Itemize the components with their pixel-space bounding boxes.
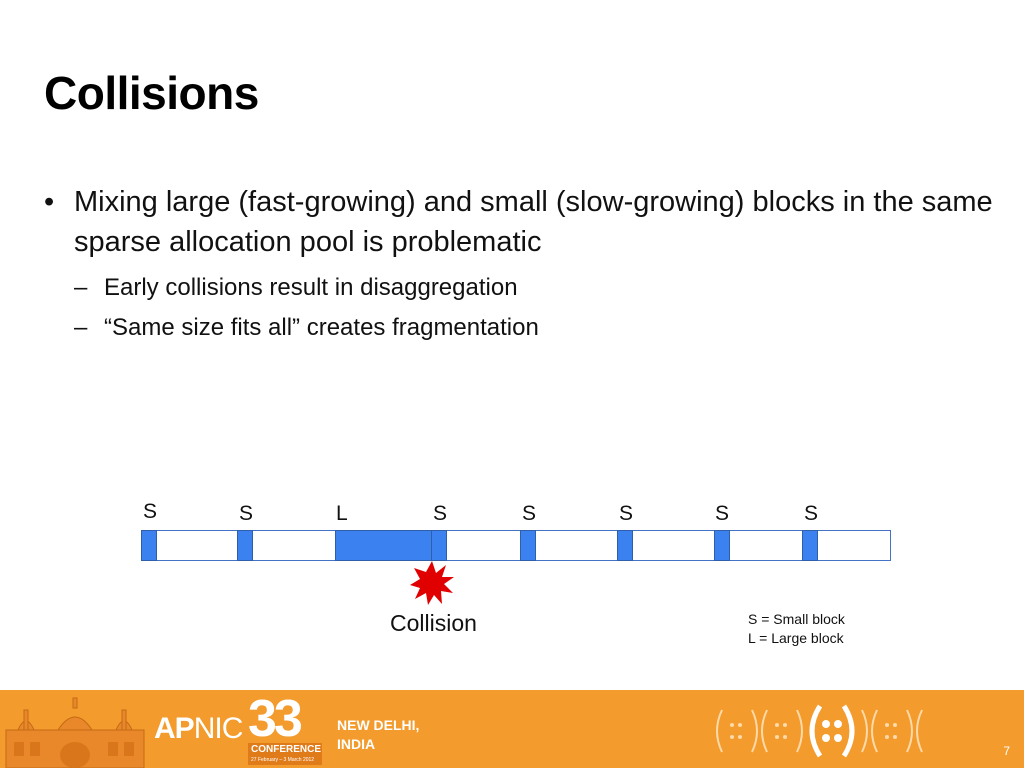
apnic-dots-pattern-icon	[716, 704, 923, 758]
block-label-large: L	[336, 502, 348, 525]
small-block	[431, 530, 447, 561]
slide-title: Collisions	[44, 67, 259, 119]
block-label-small: S	[715, 502, 730, 525]
sub-bullet-item: – Early collisions result in disaggregat…	[44, 272, 994, 304]
small-block	[141, 530, 157, 561]
bullet-item: • Mixing large (fast-growing) and small …	[44, 182, 994, 262]
block-label-small: S	[619, 502, 634, 525]
slide-body: • Mixing large (fast-growing) and small …	[44, 182, 994, 344]
block-label-small: S	[143, 500, 158, 523]
sub-bullet-item: – “Same size fits all” creates fragmenta…	[44, 312, 994, 344]
apnic-logo-light: NIC	[193, 712, 244, 745]
allocation-diagram: S S L S S S S S Collision S = Small bloc…	[141, 500, 891, 648]
country-name: INDIA	[337, 736, 376, 752]
city-name: NEW DELHI,	[337, 717, 420, 733]
conference-location: NEW DELHI, INDIA	[337, 716, 419, 754]
small-block	[617, 530, 633, 561]
block-label-small: S	[239, 502, 254, 525]
sub-bullet-marker: –	[74, 314, 88, 341]
block-label-small: S	[522, 502, 537, 525]
small-block	[802, 530, 818, 561]
collision-label: Collision	[390, 610, 477, 636]
conference-dates: 27 February – 3 March 2012	[251, 757, 315, 763]
sub-bullet-text: Early collisions result in disaggregatio…	[104, 274, 518, 301]
conference-footer	[0, 690, 1024, 768]
legend-large-block: L = Large block	[748, 630, 844, 646]
red-fort-skyline-icon	[5, 697, 145, 768]
legend: S = Small block L = Large block	[748, 610, 845, 648]
small-block	[714, 530, 730, 561]
bullet-marker: •	[44, 186, 55, 218]
conference-number: 33	[248, 690, 303, 748]
small-block	[520, 530, 536, 561]
block-label-small: S	[433, 502, 448, 525]
sub-bullet-text: “Same size fits all” creates fragmentati…	[104, 314, 539, 341]
page-number: 7	[1003, 744, 1010, 758]
small-block	[237, 530, 253, 561]
block-label-small: S	[804, 502, 819, 525]
apnic-logo: APNIC	[154, 712, 244, 746]
conference-badge	[248, 743, 322, 765]
legend-small-block: S = Small block	[748, 611, 845, 627]
bullet-text: Mixing large (fast-growing) and small (s…	[74, 186, 993, 258]
collision-burst-icon	[410, 561, 454, 605]
apnic-logo-bold: AP	[154, 712, 195, 745]
sub-bullet-marker: –	[74, 274, 88, 301]
conference-word: CONFERENCE	[251, 744, 322, 755]
large-block	[335, 530, 433, 561]
address-pool-bar	[141, 530, 891, 561]
